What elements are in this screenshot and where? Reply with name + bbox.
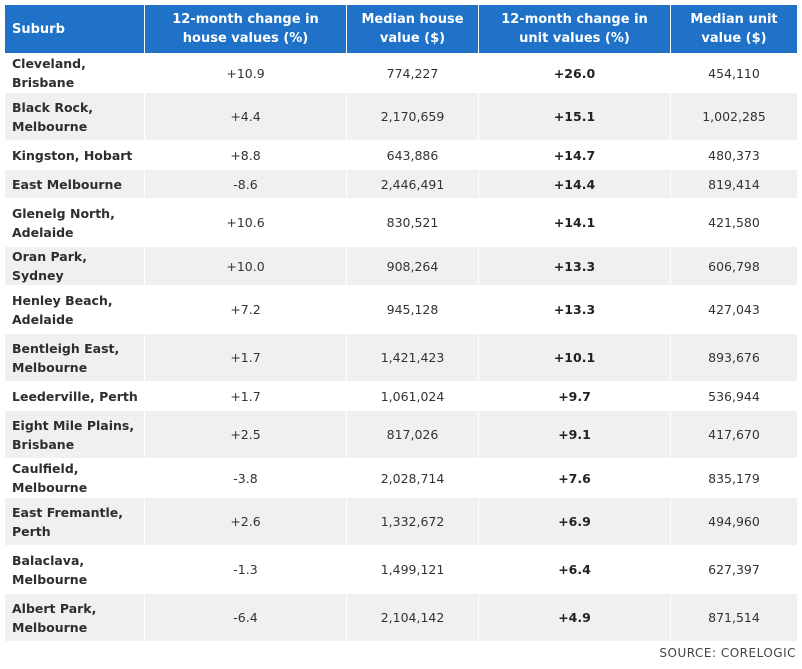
unit-change-cell: +15.1: [479, 92, 671, 140]
house-value-cell: 1,061,024: [347, 381, 479, 410]
unit-value-cell: 819,414: [671, 169, 797, 198]
table-row: East Fremantle, Perth +2.6 1,332,672 +6.…: [5, 497, 797, 545]
house-change-cell: +7.2: [145, 285, 347, 333]
unit-change-cell: +14.1: [479, 198, 671, 246]
suburb-table-container: Suburb 12-month change in house values (…: [5, 5, 797, 641]
suburb-cell: Cleveland, Brisbane: [5, 53, 145, 92]
house-change-cell: -6.4: [145, 593, 347, 641]
header-unit-change: 12-month change in unit values (%): [479, 5, 671, 53]
house-value-cell: 830,521: [347, 198, 479, 246]
suburb-cell: Caulfield, Melbourne: [5, 458, 145, 497]
suburb-cell: Henley Beach, Adelaide: [5, 285, 145, 333]
house-value-cell: 1,499,121: [347, 545, 479, 593]
unit-change-cell: +13.3: [479, 285, 671, 333]
house-change-cell: -3.8: [145, 458, 347, 497]
house-change-cell: +8.8: [145, 140, 347, 169]
suburb-cell: Black Rock, Melbourne: [5, 92, 145, 140]
suburb-cell: Oran Park, Sydney: [5, 246, 145, 285]
unit-value-cell: 627,397: [671, 545, 797, 593]
house-value-cell: 2,028,714: [347, 458, 479, 497]
house-change-cell: -8.6: [145, 169, 347, 198]
house-change-cell: +1.7: [145, 381, 347, 410]
header-house-value: Median house value ($): [347, 5, 479, 53]
unit-value-cell: 494,960: [671, 497, 797, 545]
house-value-cell: 1,421,423: [347, 333, 479, 381]
suburb-values-table: Suburb 12-month change in house values (…: [5, 5, 797, 641]
unit-change-cell: +26.0: [479, 53, 671, 92]
table-row: Glenelg North, Adelaide +10.6 830,521 +1…: [5, 198, 797, 246]
unit-value-cell: 454,110: [671, 53, 797, 92]
table-row: Eight Mile Plains, Brisbane +2.5 817,026…: [5, 410, 797, 458]
table-row: Cleveland, Brisbane +10.9 774,227 +26.0 …: [5, 53, 797, 92]
unit-value-cell: 427,043: [671, 285, 797, 333]
unit-value-cell: 421,580: [671, 198, 797, 246]
table-row: Bentleigh East, Melbourne +1.7 1,421,423…: [5, 333, 797, 381]
table-row: Balaclava, Melbourne -1.3 1,499,121 +6.4…: [5, 545, 797, 593]
suburb-cell: Eight Mile Plains, Brisbane: [5, 410, 145, 458]
house-value-cell: 2,104,142: [347, 593, 479, 641]
house-value-cell: 2,170,659: [347, 92, 479, 140]
suburb-cell: Leederville, Perth: [5, 381, 145, 410]
table-header: Suburb 12-month change in house values (…: [5, 5, 797, 53]
house-value-cell: 1,332,672: [347, 497, 479, 545]
suburb-cell: East Fremantle, Perth: [5, 497, 145, 545]
header-unit-value: Median unit value ($): [671, 5, 797, 53]
unit-value-cell: 417,670: [671, 410, 797, 458]
house-value-cell: 2,446,491: [347, 169, 479, 198]
house-value-cell: 774,227: [347, 53, 479, 92]
unit-change-cell: +10.1: [479, 333, 671, 381]
unit-value-cell: 606,798: [671, 246, 797, 285]
header-house-change: 12-month change in house values (%): [145, 5, 347, 53]
unit-value-cell: 893,676: [671, 333, 797, 381]
table-row: Caulfield, Melbourne -3.8 2,028,714 +7.6…: [5, 458, 797, 497]
unit-change-cell: +9.7: [479, 381, 671, 410]
unit-change-cell: +14.7: [479, 140, 671, 169]
table-row: Henley Beach, Adelaide +7.2 945,128 +13.…: [5, 285, 797, 333]
house-change-cell: +2.5: [145, 410, 347, 458]
unit-value-cell: 536,944: [671, 381, 797, 410]
source-credit: SOURCE: CORELOGIC: [659, 646, 796, 660]
unit-value-cell: 480,373: [671, 140, 797, 169]
suburb-cell: East Melbourne: [5, 169, 145, 198]
table-row: East Melbourne -8.6 2,446,491 +14.4 819,…: [5, 169, 797, 198]
house-change-cell: -1.3: [145, 545, 347, 593]
house-value-cell: 817,026: [347, 410, 479, 458]
house-change-cell: +10.0: [145, 246, 347, 285]
table-body: Cleveland, Brisbane +10.9 774,227 +26.0 …: [5, 53, 797, 641]
unit-change-cell: +7.6: [479, 458, 671, 497]
house-change-cell: +10.9: [145, 53, 347, 92]
unit-change-cell: +9.1: [479, 410, 671, 458]
table-row: Albert Park, Melbourne -6.4 2,104,142 +4…: [5, 593, 797, 641]
unit-change-cell: +6.4: [479, 545, 671, 593]
unit-value-cell: 835,179: [671, 458, 797, 497]
table-row: Black Rock, Melbourne +4.4 2,170,659 +15…: [5, 92, 797, 140]
suburb-cell: Glenelg North, Adelaide: [5, 198, 145, 246]
house-value-cell: 643,886: [347, 140, 479, 169]
house-change-cell: +10.6: [145, 198, 347, 246]
unit-value-cell: 871,514: [671, 593, 797, 641]
table-row: Leederville, Perth +1.7 1,061,024 +9.7 5…: [5, 381, 797, 410]
suburb-cell: Bentleigh East, Melbourne: [5, 333, 145, 381]
table-row: Oran Park, Sydney +10.0 908,264 +13.3 60…: [5, 246, 797, 285]
unit-change-cell: +14.4: [479, 169, 671, 198]
table-row: Kingston, Hobart +8.8 643,886 +14.7 480,…: [5, 140, 797, 169]
unit-change-cell: +6.9: [479, 497, 671, 545]
suburb-cell: Kingston, Hobart: [5, 140, 145, 169]
suburb-cell: Balaclava, Melbourne: [5, 545, 145, 593]
house-change-cell: +1.7: [145, 333, 347, 381]
house-value-cell: 908,264: [347, 246, 479, 285]
unit-value-cell: 1,002,285: [671, 92, 797, 140]
unit-change-cell: +13.3: [479, 246, 671, 285]
house-change-cell: +4.4: [145, 92, 347, 140]
unit-change-cell: +4.9: [479, 593, 671, 641]
suburb-cell: Albert Park, Melbourne: [5, 593, 145, 641]
header-suburb: Suburb: [5, 5, 145, 53]
house-change-cell: +2.6: [145, 497, 347, 545]
house-value-cell: 945,128: [347, 285, 479, 333]
header-row: Suburb 12-month change in house values (…: [5, 5, 797, 53]
